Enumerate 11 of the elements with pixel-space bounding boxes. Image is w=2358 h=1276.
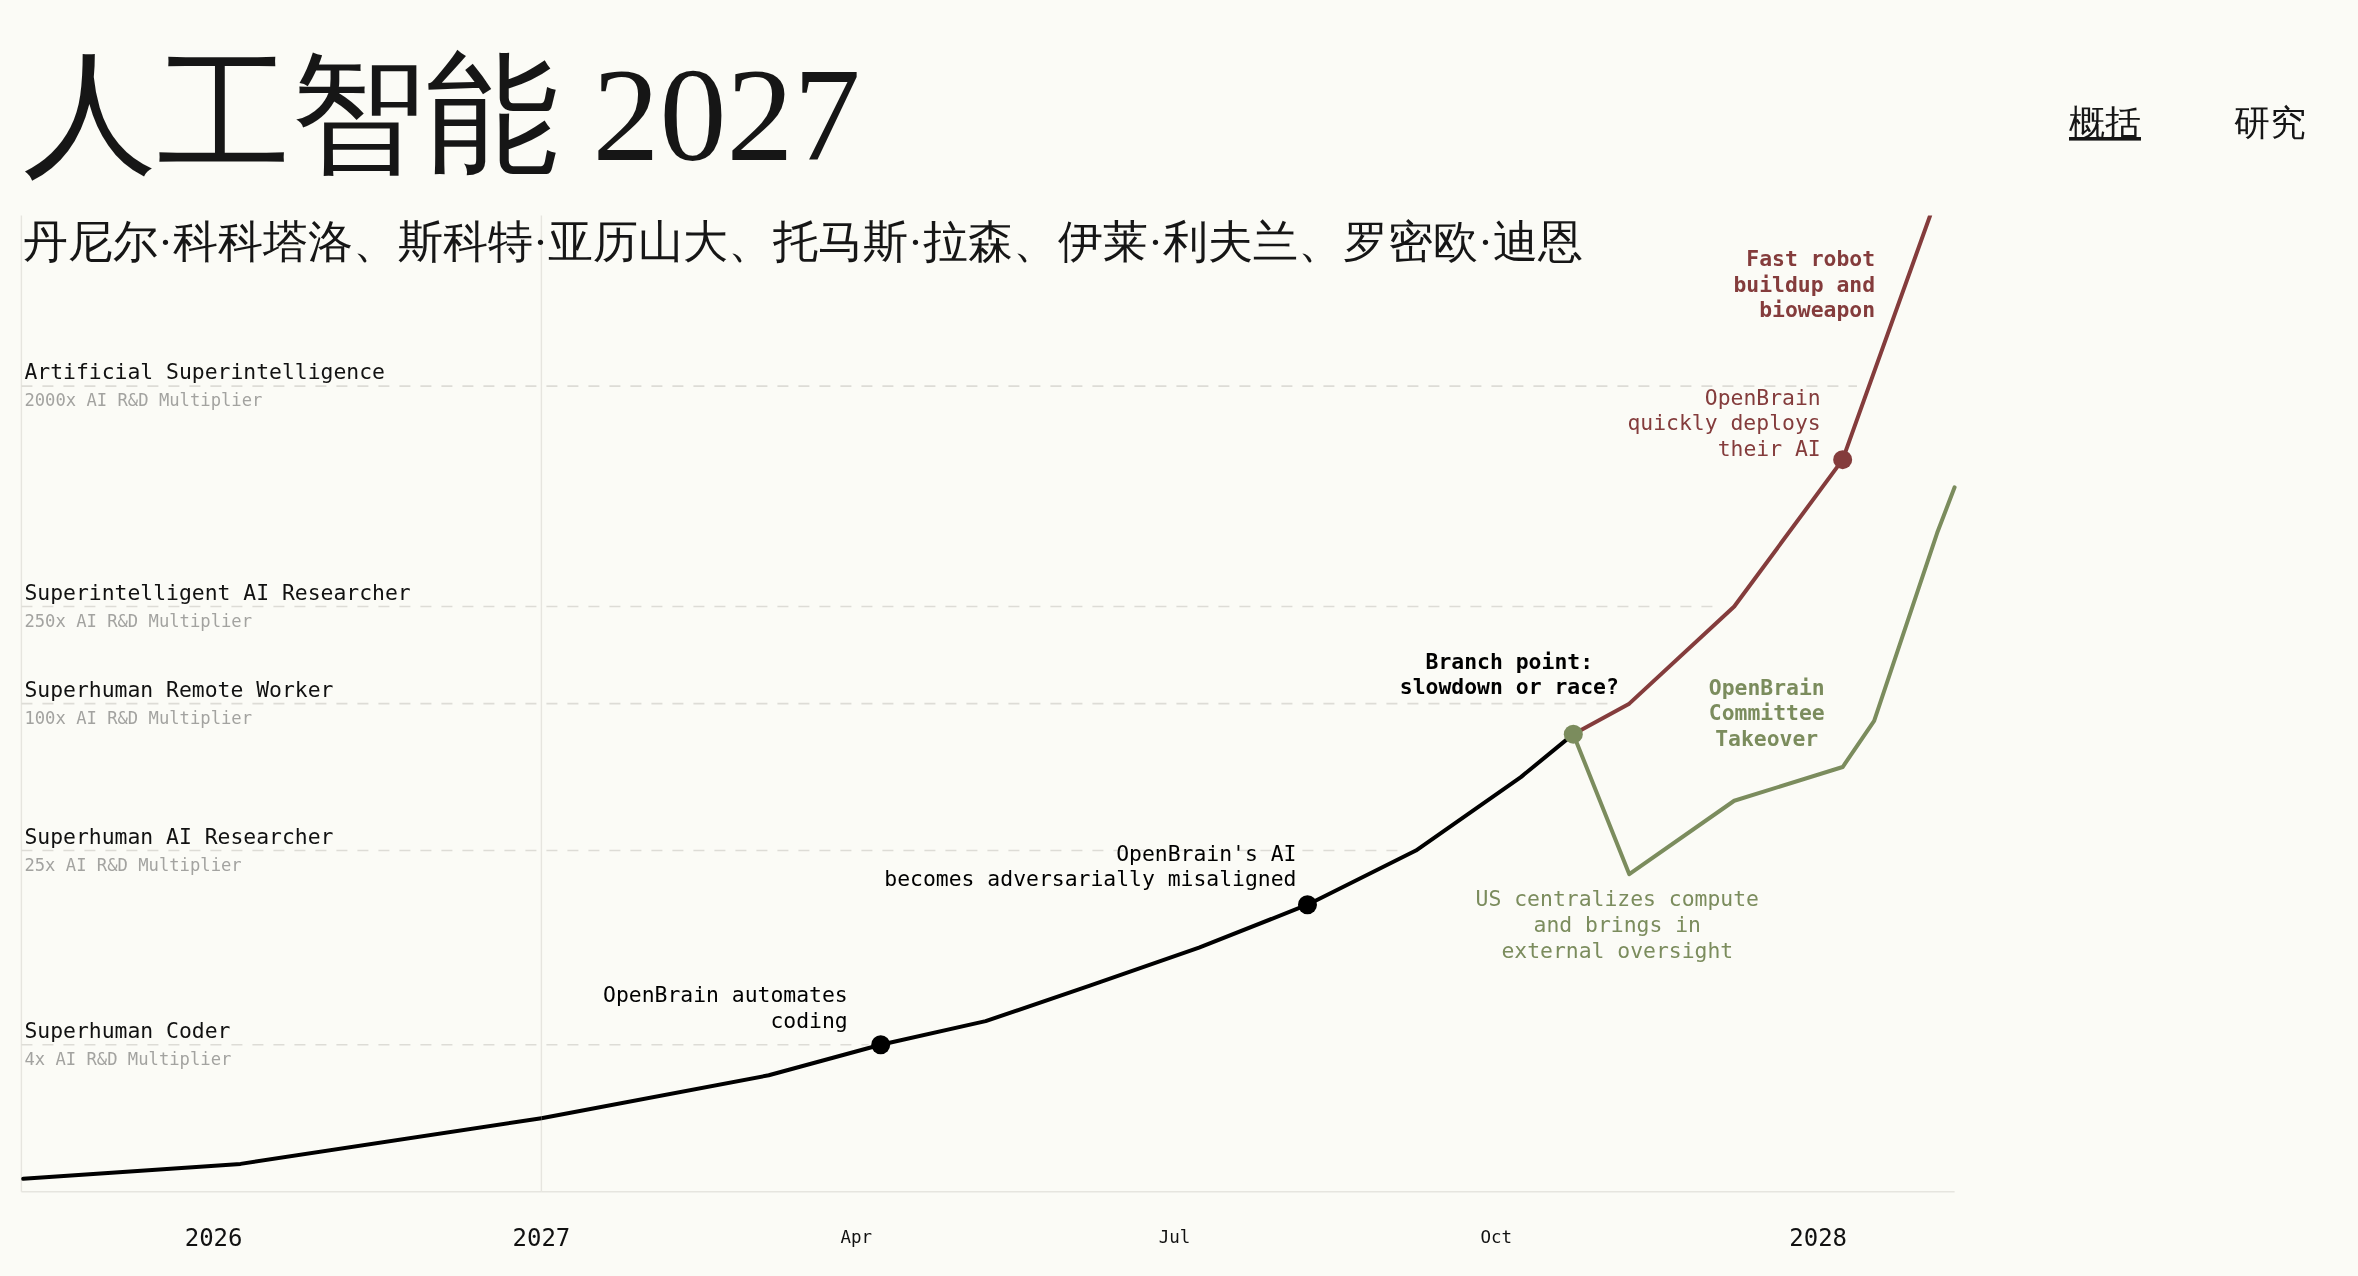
annotation: OpenBrain quickly deploys their AI [1627, 384, 1821, 461]
annotation: 概括 [2069, 103, 2141, 143]
annotation: Branch point: slowdown or race? [1399, 648, 1619, 700]
subtitle: 丹尼尔·科科塔洛、斯科特·亚历山大、托马斯·拉森、伊莱·利夫兰、罗密欧·迪恩 [23, 217, 1583, 267]
annotation: OpenBrain's AI becomes adversarially misaligned [884, 840, 1297, 892]
title: 人工智能 2027 [23, 41, 861, 189]
annotation: US centralizes compute and brings in external oversight [1475, 886, 1759, 963]
annotation: Fast robot buildup and bioweapon [1733, 246, 1876, 323]
annotation: OpenBrain automates coding [603, 982, 848, 1033]
annotation: 研究 [2234, 103, 2306, 143]
annotation: OpenBrain Committee Takeover [1708, 674, 1825, 752]
